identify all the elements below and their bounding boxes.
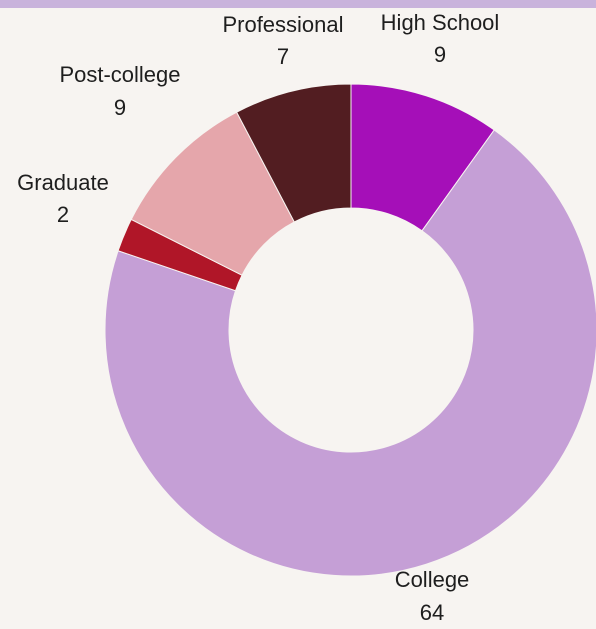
slice-college [104,129,596,577]
slice-label-professional: Professional [222,12,343,37]
slice-professional [236,83,352,223]
slice-value-professional: 7 [277,44,289,69]
slice-label-post-college: Post-college [59,62,180,87]
slice-label-graduate: Graduate [17,170,109,195]
accent-bar [0,0,596,8]
slice-value-high-school: 9 [434,42,446,67]
slice-value-college: 64 [420,600,444,625]
slice-label-high-school: High School [381,10,500,35]
slice-value-post-college: 9 [114,95,126,120]
slice-value-graduate: 2 [57,202,69,227]
slice-label-college: College [395,567,470,592]
